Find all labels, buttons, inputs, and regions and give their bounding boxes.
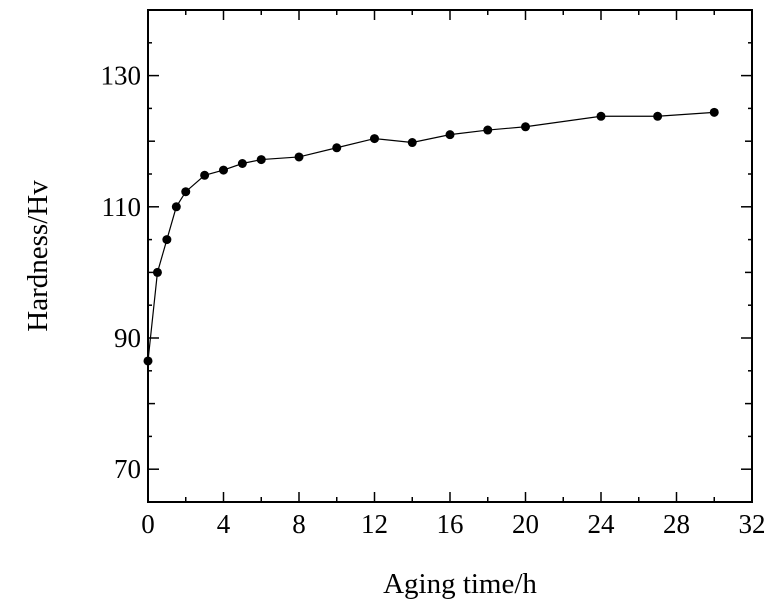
- data-point: [521, 122, 530, 132]
- data-point: [407, 138, 417, 148]
- data-point: [143, 356, 153, 366]
- x-tick-label: 4: [217, 509, 231, 539]
- data-point: [200, 170, 210, 180]
- data-point: [152, 267, 162, 277]
- data-point: [445, 130, 455, 140]
- y-tick-label: 70: [114, 454, 141, 484]
- data-point: [483, 125, 493, 135]
- x-tick-label: 8: [292, 509, 306, 539]
- axis-ticks: [147, 9, 753, 502]
- x-tick-label: 20: [512, 509, 539, 539]
- x-tick-label: 0: [141, 509, 155, 539]
- data-point: [370, 134, 379, 144]
- x-tick-label: 28: [663, 509, 690, 539]
- data-point: [653, 111, 663, 121]
- data-point: [181, 187, 191, 197]
- y-tick-label: 110: [102, 192, 142, 222]
- data-point: [709, 107, 719, 117]
- y-axis-title: Hardness/Hv: [22, 180, 54, 332]
- x-tick-label: 12: [361, 509, 388, 539]
- x-tick-label: 24: [588, 509, 616, 539]
- x-axis-title: Aging time/h: [383, 568, 537, 600]
- data-point: [162, 235, 172, 245]
- series-line: [147, 111, 715, 362]
- data-points: [143, 107, 719, 366]
- plot-frame: [147, 9, 753, 503]
- data-point: [294, 152, 304, 162]
- y-tick-label: 130: [101, 61, 142, 91]
- data-point: [171, 202, 181, 212]
- data-point: [332, 143, 342, 153]
- y-tick-label: 90: [114, 323, 141, 353]
- x-tick-label: 16: [437, 509, 464, 539]
- data-point: [219, 165, 228, 175]
- x-tick-label: 32: [739, 509, 766, 539]
- data-point: [237, 159, 247, 169]
- data-point: [256, 155, 266, 165]
- tick-labels: 0 4 8 12 16 20 24 28 32 70 90 110 130: [101, 61, 766, 539]
- data-point: [596, 111, 606, 121]
